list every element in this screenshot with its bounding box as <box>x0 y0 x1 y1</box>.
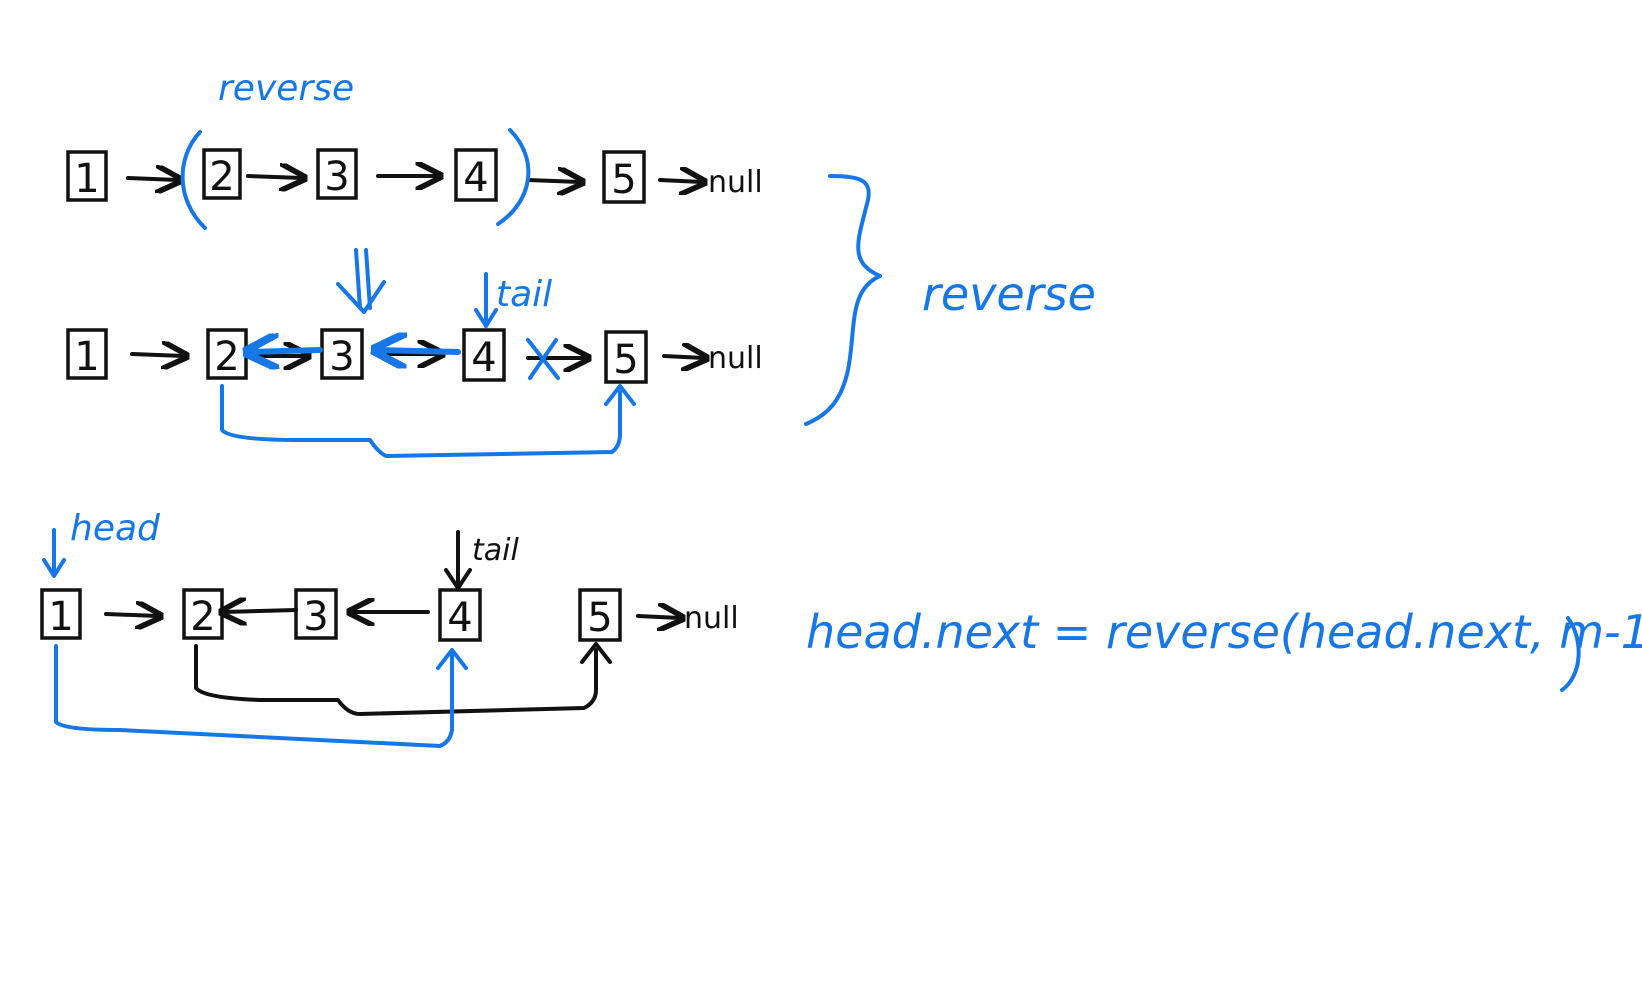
row2-node-3-label: 3 <box>329 334 354 380</box>
row3-node-3: 3 <box>294 588 338 640</box>
row3-node-1: 1 <box>40 588 82 640</box>
row3-head-pointer: head <box>42 508 161 578</box>
row3-head-label: head <box>70 508 161 549</box>
row1-open-paren <box>180 130 207 230</box>
row3-node-2-label: 2 <box>190 594 215 640</box>
transform-arrow <box>336 248 386 314</box>
row1-node-4: 4 <box>454 148 498 202</box>
row3-link-2-to-5 <box>194 644 598 716</box>
row2-node-5: 5 <box>604 330 648 384</box>
row1-null-label: null <box>708 165 763 200</box>
row2-tail-label: tail <box>496 274 552 315</box>
row2-blue-arrow-4-3 <box>378 350 461 352</box>
row1-arrow-5-null <box>658 180 702 182</box>
row2-null-label: null <box>708 341 763 376</box>
row3-tail-label: tail <box>472 533 519 568</box>
row1-node-3-label: 3 <box>324 154 349 200</box>
row2-tail-pointer: tail <box>474 272 552 328</box>
row3-node-2: 2 <box>182 588 224 640</box>
row2-list: 1 2 3 4 5 null <box>66 272 763 458</box>
row3-tail-pointer: tail <box>444 530 519 590</box>
row1-arrow-1-2 <box>126 178 178 180</box>
row1-node-3: 3 <box>316 148 358 200</box>
row1-node-1: 1 <box>66 150 108 202</box>
row3-node-5: 5 <box>578 588 622 642</box>
row1-node-2: 2 <box>202 148 242 200</box>
row1-reverse-label: reverse <box>218 68 354 109</box>
row3-node-4-label: 4 <box>447 595 472 641</box>
row1-arrow-2-3 <box>246 176 302 178</box>
row2-node-1: 1 <box>66 328 108 380</box>
row2-node-4: 4 <box>462 328 506 382</box>
row1-node-2-label: 2 <box>209 154 234 200</box>
row2-node-5-label: 5 <box>613 337 638 383</box>
row2-arrow-1-2 <box>130 354 184 356</box>
row3-node-5-label: 5 <box>587 595 612 641</box>
brace-reverse-label: reverse <box>922 267 1096 321</box>
reverse-brace <box>804 174 882 426</box>
row3-null-label: null <box>684 601 739 636</box>
row3-node-3-label: 3 <box>303 594 328 640</box>
row3-node-1-label: 1 <box>48 594 73 640</box>
row2-node-2: 2 <box>206 328 248 380</box>
formula-closing-paren-stroke <box>1560 616 1581 692</box>
row2-blue-arrow-3-2 <box>250 350 323 352</box>
row2-link-2-to-5 <box>220 384 622 458</box>
row2-cut-mark <box>526 338 560 380</box>
formula-text: head.next = reverse(head.next, m-1, n-1) <box>806 605 1642 659</box>
row3-list: head 1 2 3 4 5 null tail <box>40 508 739 748</box>
row1-node-5-label: 5 <box>611 157 636 203</box>
row1-list: 1 2 3 4 5 null reverse <box>66 68 763 230</box>
row1-close-paren <box>496 128 531 226</box>
row2-node-3: 3 <box>320 328 364 380</box>
row1-node-4-label: 4 <box>463 155 488 201</box>
row3-arrow-5-null <box>636 616 680 618</box>
row2-node-2-label: 2 <box>214 334 239 380</box>
row3-link-1-to-4 <box>54 644 454 748</box>
row1-arrow-4-5 <box>526 180 580 182</box>
row3-node-4: 4 <box>438 588 482 642</box>
row2-arrow-5-null <box>662 356 704 358</box>
row1-node-5: 5 <box>602 150 646 204</box>
row3-arrow-3-2 <box>224 610 298 612</box>
row2-node-1-label: 1 <box>74 334 99 380</box>
row3-arrow-1-2 <box>104 614 158 616</box>
row1-node-1-label: 1 <box>74 156 99 202</box>
row2-node-4-label: 4 <box>471 335 496 381</box>
